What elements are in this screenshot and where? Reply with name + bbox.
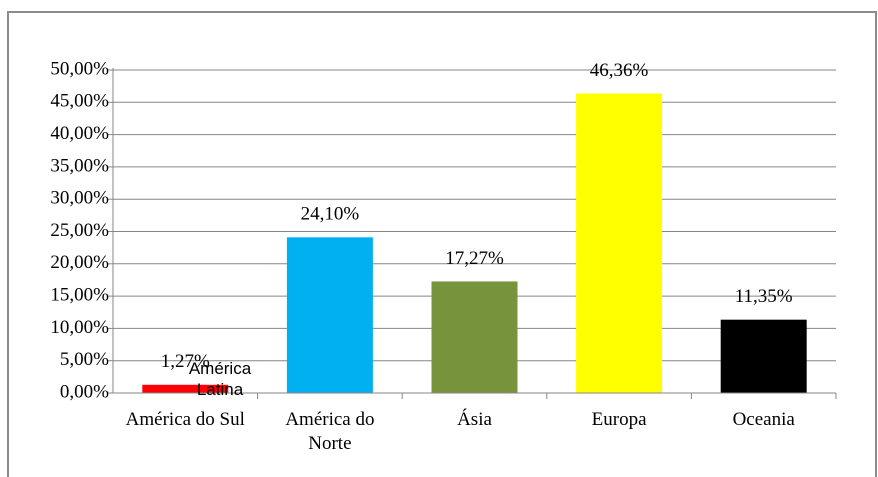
value-label: 46,36%	[590, 60, 649, 81]
value-label: 17,27%	[445, 248, 504, 269]
y-tick-label: 30,00%	[50, 188, 109, 209]
y-tick-label: 15,00%	[50, 284, 109, 305]
y-tick-label: 5,00%	[60, 349, 109, 370]
annotation: América Latina	[188, 359, 252, 399]
x-tick-label: Ásia	[457, 409, 492, 430]
chart-border	[7, 11, 877, 477]
bar	[431, 281, 518, 393]
bar	[720, 319, 807, 393]
bar	[576, 93, 663, 393]
y-tick-label: 50,00%	[50, 58, 109, 79]
value-label: 24,10%	[301, 204, 360, 225]
y-tick-label: 20,00%	[50, 252, 109, 273]
bar	[286, 237, 373, 393]
x-tick-label: Europa	[591, 409, 647, 430]
x-tick-label: América do Norte	[285, 409, 375, 454]
y-tick-label: 0,00%	[60, 381, 109, 402]
y-tick-label: 45,00%	[50, 91, 109, 112]
y-tick-label: 25,00%	[50, 220, 109, 241]
y-tick-label: 35,00%	[50, 155, 109, 176]
y-tick-label: 10,00%	[50, 317, 109, 338]
x-tick-label: Oceania	[732, 409, 795, 430]
x-tick-label: América do Sul	[125, 409, 245, 430]
value-label: 11,35%	[735, 286, 793, 307]
y-tick-label: 40,00%	[50, 123, 109, 144]
value-label: 1,27%	[161, 351, 210, 372]
bar	[142, 384, 229, 393]
